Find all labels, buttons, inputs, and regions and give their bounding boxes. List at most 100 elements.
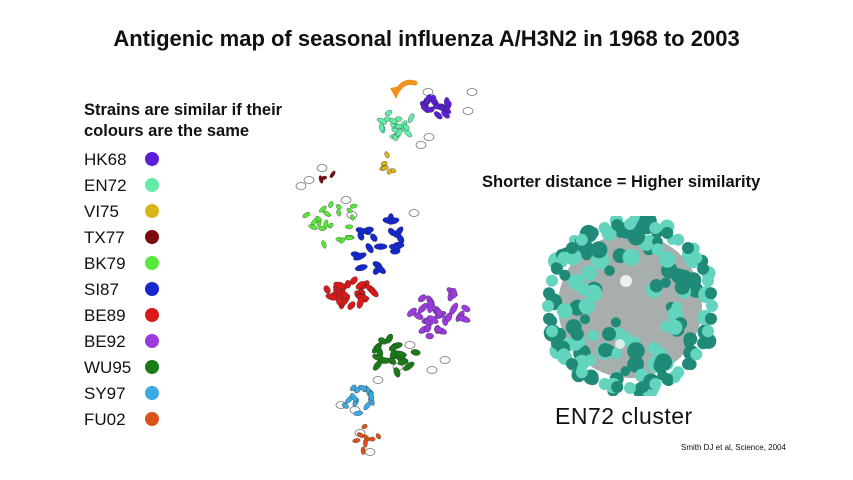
legend-heading: Strains are similar if their colours are… <box>84 101 283 140</box>
strain-marker-bk79 <box>345 224 354 230</box>
spike-protein <box>586 226 599 239</box>
strain-marker-bk79 <box>339 237 346 244</box>
citation: Smith DJ et al, Science, 2004 <box>681 443 786 452</box>
strain-marker-wu95 <box>375 344 384 357</box>
strain-marker-fu02 <box>375 433 381 440</box>
spike-protein <box>659 251 676 268</box>
strain-marker-sy97 <box>350 393 358 403</box>
serum-marker <box>466 88 478 96</box>
strain-marker-be92 <box>434 326 443 334</box>
legend-color-dot <box>145 308 159 322</box>
strain-marker-be92 <box>413 312 424 320</box>
strain-marker-si87 <box>365 243 374 254</box>
strain-marker-be92 <box>427 315 439 324</box>
strain-marker-be92 <box>425 332 434 340</box>
strain-marker-be92 <box>427 299 434 314</box>
strain-marker-fu02 <box>361 424 368 430</box>
spike-protein <box>566 242 578 254</box>
strain-marker-fu02 <box>357 432 365 438</box>
legend-color-dot <box>145 256 159 270</box>
strain-marker-si87 <box>389 244 401 251</box>
strain-marker-en72 <box>403 128 412 138</box>
legend-item-fu02: FU02 <box>84 410 174 436</box>
strain-marker-be89 <box>333 281 347 289</box>
legend-item-be92: BE92 <box>84 332 174 358</box>
spike-protein <box>610 317 621 328</box>
strain-marker-si87 <box>387 228 397 237</box>
strain-marker-sy97 <box>341 402 349 409</box>
strain-marker-bk79 <box>336 209 342 217</box>
strain-marker-bk79 <box>328 201 334 208</box>
spike-protein <box>598 343 613 358</box>
spike-protein <box>636 219 649 231</box>
strain-marker-be89 <box>323 285 331 294</box>
strain-marker-sy97 <box>368 390 374 402</box>
strain-marker-be92 <box>417 294 427 303</box>
spike-protein <box>575 233 588 246</box>
strain-marker-wu95 <box>393 350 407 358</box>
virus-highlight <box>615 339 625 349</box>
strain-marker-si87 <box>354 264 368 272</box>
serum-marker <box>462 107 474 115</box>
strain-marker-be89 <box>336 296 343 306</box>
strain-marker-bk79 <box>315 216 322 222</box>
strain-marker-en72 <box>407 113 415 123</box>
spike-protein <box>675 269 693 287</box>
spike-protein <box>556 303 573 319</box>
strain-marker-be89 <box>368 287 379 298</box>
legend-color-dot <box>145 360 159 374</box>
influenza-virus-image <box>542 216 718 396</box>
strain-marker-be92 <box>450 287 457 299</box>
spike-protein <box>598 378 611 390</box>
legend-label: TX77 <box>84 228 125 247</box>
strain-marker-wu95 <box>403 361 415 371</box>
strain-marker-wu95 <box>393 367 401 378</box>
spike-protein <box>660 277 671 288</box>
strain-marker-be92 <box>435 308 444 318</box>
serum-marker <box>404 341 416 349</box>
strain-marker-vi75 <box>380 165 389 171</box>
spike-protein <box>636 381 649 393</box>
legend-label: VI75 <box>84 202 119 221</box>
strain-marker-wu95 <box>397 358 409 366</box>
spike-protein <box>581 265 597 282</box>
legend-color-dot <box>145 178 159 192</box>
spike-protein <box>661 226 674 239</box>
strain-marker-bk79 <box>308 224 318 230</box>
strain-marker-vi75 <box>384 151 390 159</box>
strain-marker-tx77 <box>329 170 336 179</box>
spike-protein <box>706 300 718 312</box>
strain-marker-tx77 <box>319 175 328 181</box>
spike-protein <box>649 378 662 390</box>
similarity-annotation: Shorter distance = Higher similarity <box>482 173 761 191</box>
legend-label: WU95 <box>84 358 132 377</box>
spike-protein <box>682 358 694 370</box>
strain-marker-bk79 <box>321 240 327 249</box>
spike-protein <box>575 366 588 379</box>
strain-marker-be89 <box>339 290 350 300</box>
virus-highlight <box>620 275 632 287</box>
spike-protein <box>550 262 563 275</box>
strain-marker-si87 <box>370 233 378 242</box>
strain-marker-bk79 <box>328 222 334 229</box>
spike-protein <box>651 243 664 256</box>
strain-marker-fu02 <box>360 446 366 455</box>
strain-marker-fu02 <box>363 438 368 448</box>
spike-protein <box>690 348 703 361</box>
legend-color-dot <box>145 412 159 426</box>
strain-marker-en72 <box>376 117 387 125</box>
strain-marker-si87 <box>393 226 404 238</box>
strain-marker-en72 <box>403 123 410 131</box>
strain-marker-be89 <box>347 301 356 310</box>
spike-protein <box>620 366 631 377</box>
strain-marker-sy97 <box>353 410 364 416</box>
strain-marker-bk79 <box>335 204 342 210</box>
spike-protein <box>598 222 611 234</box>
strain-marker-be92 <box>445 312 453 322</box>
serum-marker <box>372 376 384 384</box>
legend-label: HK68 <box>84 150 127 169</box>
strain-marker-fu02 <box>352 438 361 443</box>
spike-protein <box>627 355 644 373</box>
serum-marker <box>415 141 427 149</box>
